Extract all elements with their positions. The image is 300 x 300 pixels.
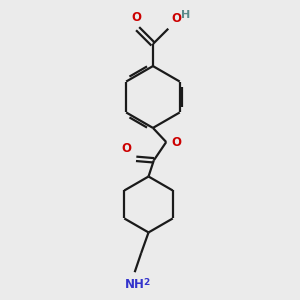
Text: O: O — [171, 136, 181, 149]
Text: O: O — [171, 12, 181, 25]
Text: H: H — [181, 11, 190, 20]
Text: O: O — [122, 142, 131, 155]
Text: 2: 2 — [143, 278, 150, 287]
Text: O: O — [131, 11, 142, 24]
Text: NH: NH — [125, 278, 145, 291]
